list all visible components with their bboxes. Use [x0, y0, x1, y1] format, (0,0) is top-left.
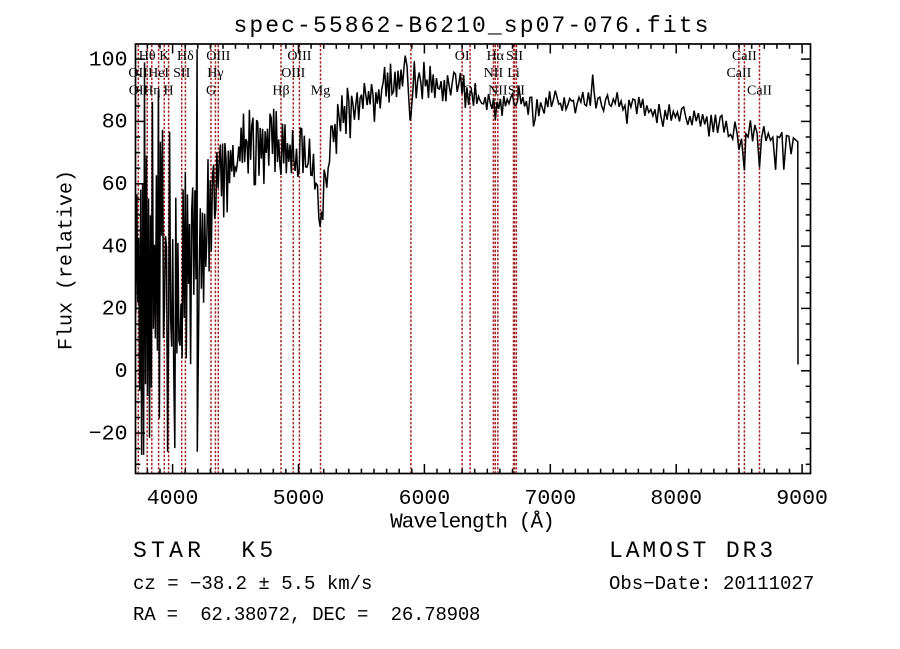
svg-text:OIII: OIII	[206, 49, 230, 64]
svg-text:20: 20	[102, 298, 128, 322]
svg-text:OIII: OIII	[287, 49, 311, 64]
svg-text:Hα: Hα	[487, 49, 505, 64]
svg-text:cz = −38.2 ± 5.5 km/s: cz = −38.2 ± 5.5 km/s	[133, 573, 372, 595]
svg-text:Hβ: Hβ	[272, 83, 289, 98]
svg-text:STAR K5: STAR K5	[133, 538, 277, 564]
svg-text:CaII: CaII	[747, 83, 772, 98]
svg-text:4000: 4000	[147, 487, 199, 511]
svg-text:RA = 62.38072, DEC = 26.7890: RA = 62.38072, DEC = 26.78908	[133, 604, 480, 626]
svg-text:80: 80	[102, 111, 128, 135]
svg-text:K: K	[159, 49, 169, 64]
svg-text:OII: OII	[128, 66, 148, 81]
svg-text:SII: SII	[506, 49, 523, 64]
svg-text:Hδ: Hδ	[177, 49, 194, 64]
svg-text:G: G	[206, 83, 216, 98]
svg-text:Hη: Hη	[143, 83, 160, 98]
svg-text:NII: NII	[488, 83, 508, 98]
svg-text:8000: 8000	[650, 487, 702, 511]
svg-text:−20: −20	[89, 422, 128, 446]
svg-text:100: 100	[89, 48, 128, 72]
svg-text:LAMOST DR3: LAMOST DR3	[609, 538, 776, 564]
svg-text:Obs−Date: 20111027: Obs−Date: 20111027	[609, 573, 814, 595]
svg-text:SII: SII	[508, 83, 525, 98]
svg-text:Flux (relative): Flux (relative)	[55, 170, 78, 350]
svg-text:Wavelength (Å): Wavelength (Å)	[390, 512, 554, 535]
svg-text:6000: 6000	[399, 487, 451, 511]
svg-text:OI: OI	[455, 49, 470, 64]
svg-text:60: 60	[102, 173, 128, 197]
svg-text:CaII: CaII	[732, 49, 757, 64]
svg-text:Hγ: Hγ	[207, 66, 223, 81]
svg-text:40: 40	[102, 235, 128, 259]
svg-text:7000: 7000	[524, 487, 576, 511]
svg-text:H: H	[164, 83, 174, 98]
svg-text:Mg: Mg	[311, 83, 330, 98]
svg-text:5000: 5000	[273, 487, 325, 511]
svg-text:SII: SII	[173, 66, 190, 81]
svg-text:spec-55862-B6210_sp07-076.fits: spec-55862-B6210_sp07-076.fits	[233, 13, 710, 39]
svg-text:Hθ: Hθ	[139, 49, 156, 64]
svg-text:HeI: HeI	[148, 66, 169, 81]
svg-text:9000: 9000	[776, 487, 828, 511]
svg-text:0: 0	[115, 360, 128, 384]
svg-text:OIII: OIII	[281, 66, 305, 81]
svg-text:Li: Li	[507, 66, 520, 81]
svg-text:CaII: CaII	[726, 66, 751, 81]
svg-text:NII: NII	[484, 66, 504, 81]
